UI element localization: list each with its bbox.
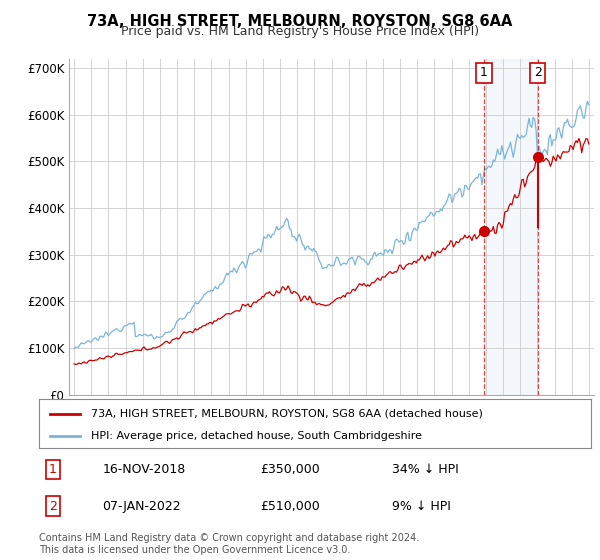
Text: Price paid vs. HM Land Registry's House Price Index (HPI): Price paid vs. HM Land Registry's House … (121, 25, 479, 38)
Text: 2: 2 (534, 66, 542, 80)
Text: 2: 2 (49, 500, 57, 512)
Text: 9% ↓ HPI: 9% ↓ HPI (392, 500, 451, 512)
Text: 73A, HIGH STREET, MELBOURN, ROYSTON, SG8 6AA: 73A, HIGH STREET, MELBOURN, ROYSTON, SG8… (88, 14, 512, 29)
Text: 1: 1 (49, 463, 57, 476)
Text: £350,000: £350,000 (260, 463, 320, 476)
Text: Contains HM Land Registry data © Crown copyright and database right 2024.
This d: Contains HM Land Registry data © Crown c… (39, 533, 419, 555)
Text: 73A, HIGH STREET, MELBOURN, ROYSTON, SG8 6AA (detached house): 73A, HIGH STREET, MELBOURN, ROYSTON, SG8… (91, 408, 484, 418)
Bar (484, 59, 538, 395)
Text: HPI: Average price, detached house, South Cambridgeshire: HPI: Average price, detached house, Sout… (91, 431, 422, 441)
Text: 16-NOV-2018: 16-NOV-2018 (103, 463, 186, 476)
Text: 07-JAN-2022: 07-JAN-2022 (103, 500, 181, 512)
Text: £510,000: £510,000 (260, 500, 320, 512)
Text: 34% ↓ HPI: 34% ↓ HPI (392, 463, 459, 476)
Text: 1: 1 (480, 66, 488, 80)
